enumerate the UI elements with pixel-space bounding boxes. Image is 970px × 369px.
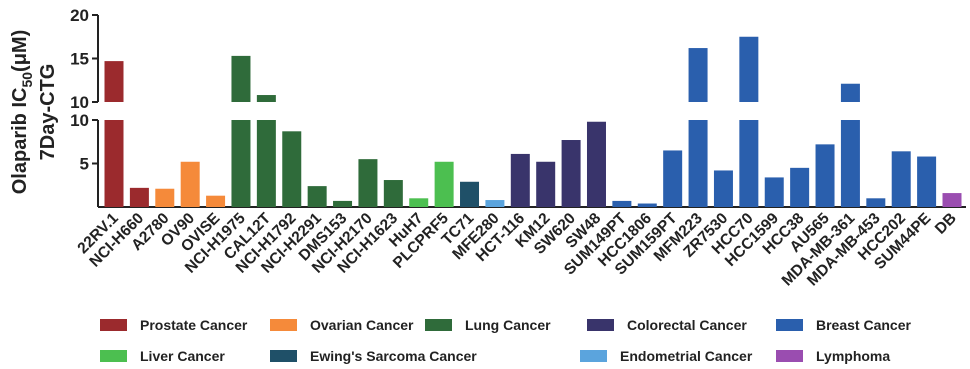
bar-NCI-H2291 xyxy=(307,186,327,207)
bar-lower-CAL12T xyxy=(256,120,276,207)
legend-item: Ewing's Sarcoma Cancer xyxy=(270,348,477,364)
legend-item: Prostate Cancer xyxy=(100,317,248,333)
legend-swatch xyxy=(270,319,297,331)
bar-HCC202 xyxy=(891,151,911,207)
category-label: DB xyxy=(932,210,960,238)
bar-NCI-H1792 xyxy=(282,131,302,207)
bar-SW48 xyxy=(586,121,606,207)
bar-OV90 xyxy=(180,161,200,207)
bar-lower-HCC70 xyxy=(739,120,759,207)
bar-SUM149PT xyxy=(612,200,632,207)
legend-label: Endometrial Cancer xyxy=(620,348,753,364)
bar-HuH7 xyxy=(409,198,429,207)
legend-label: Colorectal Cancer xyxy=(627,317,747,333)
bar-lower-22RV.1 xyxy=(104,120,124,207)
bar-SW620 xyxy=(561,140,581,207)
legend-item: Endometrial Cancer xyxy=(580,348,753,364)
bar-TC71 xyxy=(460,181,480,207)
y-tick-label: 20 xyxy=(70,6,89,25)
bar-SUM44PE xyxy=(917,156,937,207)
legend-swatch xyxy=(100,319,127,331)
bars xyxy=(104,36,962,207)
y-axis-label: Olaparib IC50(μM)7Day-CTG xyxy=(9,30,59,195)
y-tick-label: 5 xyxy=(80,155,89,174)
legend-swatch xyxy=(587,319,614,331)
legend-label: Lung Cancer xyxy=(465,317,551,333)
bar-lower-NCI-H1975 xyxy=(231,120,251,207)
legend-item: Liver Cancer xyxy=(100,348,225,364)
legend-item: Ovarian Cancer xyxy=(270,317,414,333)
bar-PLCPRF5 xyxy=(434,161,454,207)
bar-A2780 xyxy=(155,188,175,207)
bar-AU565 xyxy=(815,144,835,207)
legend-swatch xyxy=(100,350,127,362)
legend-item: Lung Cancer xyxy=(425,317,551,333)
y-tick-label: 15 xyxy=(70,50,89,69)
bar-DB xyxy=(942,193,962,207)
legend-swatch xyxy=(580,350,607,362)
bar-upper-22RV.1 xyxy=(104,61,124,102)
legend-label: Ewing's Sarcoma Cancer xyxy=(310,348,477,364)
legend-label: Liver Cancer xyxy=(140,348,225,364)
bar-ZR7530 xyxy=(713,170,733,207)
bar-upper-HCC70 xyxy=(739,36,759,102)
bar-lower-MDA-MB-361 xyxy=(840,120,860,207)
legend-swatch xyxy=(270,350,297,362)
bar-HCC38 xyxy=(790,167,810,207)
y-axis-title-unit: (μM) xyxy=(9,30,31,72)
bar-NCI-H660 xyxy=(129,187,149,207)
legend-swatch xyxy=(776,319,803,331)
legend-label: Prostate Cancer xyxy=(140,317,248,333)
y-tick-label: 10 xyxy=(70,111,89,130)
y-axis-title-line2: 7Day-CTG xyxy=(37,64,59,161)
bar-MDA-MB-453 xyxy=(866,198,886,207)
bar-OVISE xyxy=(206,195,226,207)
legend-label: Ovarian Cancer xyxy=(310,317,414,333)
bar-upper-MFM223 xyxy=(688,48,708,102)
bar-upper-CAL12T xyxy=(256,95,276,102)
y-axis-title-subscript: 50 xyxy=(19,72,35,88)
legend-swatch xyxy=(425,319,452,331)
bar-MFE280 xyxy=(485,200,505,207)
bar-NCI-H1623 xyxy=(383,180,403,207)
bar-NCI-H2170 xyxy=(358,159,378,207)
bar-HCT-116 xyxy=(510,153,530,207)
bar-HCC1806 xyxy=(637,203,657,207)
legend-item: Colorectal Cancer xyxy=(587,317,747,333)
legend-item: Breast Cancer xyxy=(776,317,911,333)
y-axis-title-line1: Olaparib IC50(μM) xyxy=(9,30,35,195)
legend-label: Lymphoma xyxy=(816,348,890,364)
bar-lower-MFM223 xyxy=(688,120,708,207)
y-tick-label: 10 xyxy=(70,93,89,112)
bar-upper-MDA-MB-361 xyxy=(840,83,860,102)
legend-swatch xyxy=(776,350,803,362)
bar-HCC1599 xyxy=(764,177,784,207)
bar-DMS153 xyxy=(333,200,353,207)
bar-KM12 xyxy=(536,161,556,207)
legend: Prostate Cancer Ovarian Cancer Lung Cancer… xyxy=(100,317,911,364)
bar-SUM159PT xyxy=(663,150,683,207)
legend-item: Lymphoma xyxy=(776,348,890,364)
category-labels: 22RV.1NCI-H660A2780OV90OVISENCI-H1975CAL… xyxy=(74,209,959,289)
legend-label: Breast Cancer xyxy=(816,317,911,333)
bar-upper-NCI-H1975 xyxy=(231,55,251,102)
y-axis-title-main: Olaparib IC xyxy=(9,88,31,195)
